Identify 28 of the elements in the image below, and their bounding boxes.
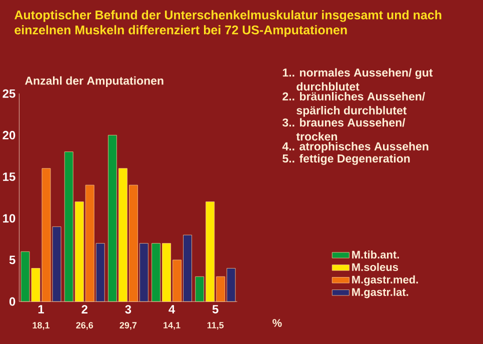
text: 26,6	[76, 322, 94, 330]
y-axis-title: Anzahl der Amputationen	[25, 76, 164, 88]
x-tick-label: 1	[38, 305, 44, 314]
legend-label: M.tib.ant.	[352, 250, 399, 259]
legend-label: M.soleus	[352, 262, 398, 272]
text: 1.. normales Aussehen/ gut durchblutet	[282, 68, 433, 91]
x-tick-label: 5	[212, 305, 218, 314]
y-tick-label: 10	[3, 214, 16, 223]
y-tick-label: 0	[9, 297, 16, 306]
text: 2.. bräunliches Aussehen/ spärlich durchblutet	[282, 92, 426, 117]
text: %	[272, 319, 282, 327]
text: 5.. fettige Degeneration	[282, 154, 410, 165]
text: 14,1	[164, 322, 180, 330]
text: 29,7	[120, 322, 137, 330]
y-tick-label: 25	[2, 89, 16, 98]
x-tick-label: 4	[168, 305, 176, 314]
y-tick-label: 5	[9, 256, 16, 264]
text: 4.. atrophisches Aussehen	[282, 142, 428, 153]
x-tick-label: 3	[125, 305, 132, 314]
legend-label: M.gastr.med.	[352, 275, 418, 286]
chart-title: Autoptischer Befund der Unterschenkelmuskulatur insgesamt und nach einzelnen Muskeln differenziert bei 72 US-Amputationen	[14, 10, 442, 37]
y-tick-label: 15	[3, 172, 16, 181]
x-tick-label: 2	[82, 305, 88, 314]
text: 18,1	[32, 322, 50, 330]
text: 11,5	[207, 322, 224, 330]
y-tick-label: 20	[2, 130, 16, 140]
legend-label: M.gastr.lat.	[352, 288, 408, 298]
text: 3.. braunes Aussehen/ trocken	[282, 118, 406, 141]
